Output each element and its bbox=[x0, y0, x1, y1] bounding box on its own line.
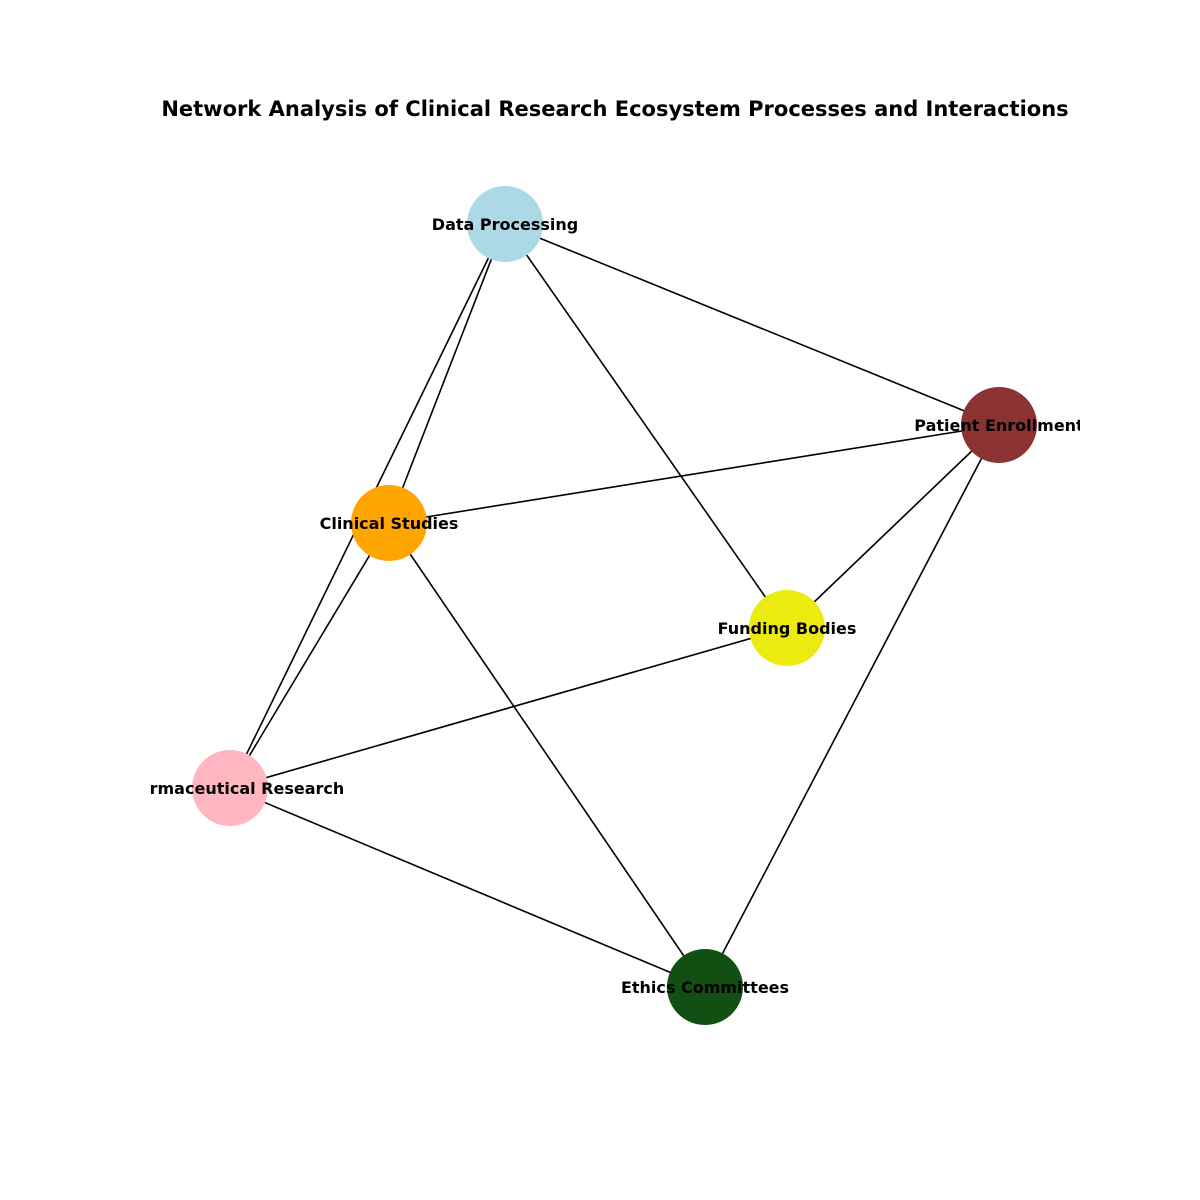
node-label-data-processing: Data Processing bbox=[432, 215, 578, 234]
diagram-title: Network Analysis of Clinical Research Ec… bbox=[161, 97, 1068, 121]
edge-data-processing-funding-bodies bbox=[504, 223, 788, 629]
edge-data-processing-clinical-studies bbox=[388, 223, 506, 524]
node-label-patient-enrollment: Patient Enrollment bbox=[914, 416, 1084, 435]
node-ethics-committees bbox=[667, 949, 743, 1025]
edge-patient-enrollment-clinical-studies bbox=[388, 424, 1000, 524]
node-patient-enrollment bbox=[961, 387, 1037, 463]
edge-layer bbox=[229, 223, 1000, 988]
node-data-processing bbox=[467, 186, 543, 262]
edge-pharmaceutical-research-ethics-committees bbox=[229, 787, 706, 988]
node-label-clinical-studies: Clinical Studies bbox=[320, 514, 459, 533]
node-label-funding-bodies: Funding Bodies bbox=[718, 619, 857, 638]
label-layer: Data Processing Patient Enrollment Clinica… bbox=[116, 215, 1084, 997]
node-clinical-studies bbox=[351, 485, 427, 561]
edge-clinical-studies-pharmaceutical-research bbox=[229, 522, 390, 789]
node-layer bbox=[192, 186, 1037, 1025]
edge-data-processing-patient-enrollment bbox=[504, 223, 1000, 426]
node-pharmaceutical-research bbox=[192, 750, 268, 826]
node-funding-bodies bbox=[749, 590, 825, 666]
edge-clinical-studies-ethics-committees bbox=[388, 522, 706, 988]
edge-patient-enrollment-ethics-committees bbox=[704, 424, 1000, 988]
edge-funding-bodies-pharmaceutical-research bbox=[229, 627, 788, 789]
node-label-pharmaceutical-research: Pharmaceutical Research bbox=[116, 779, 345, 798]
edge-patient-enrollment-funding-bodies bbox=[786, 424, 1000, 629]
node-label-ethics-committees: Ethics Committees bbox=[621, 978, 789, 997]
